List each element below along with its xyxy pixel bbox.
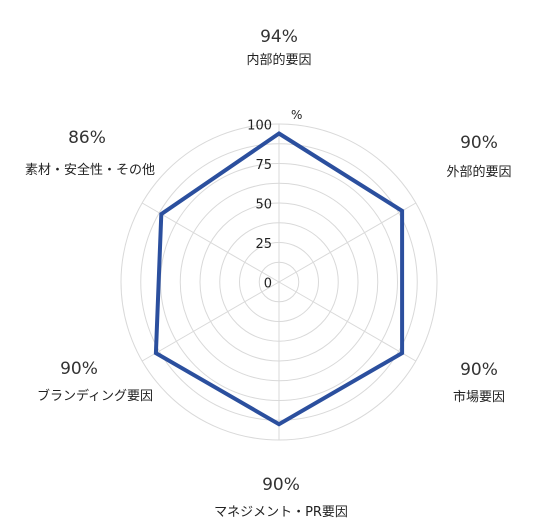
tick-label: 50	[255, 198, 272, 213]
value-label: 94%	[260, 27, 298, 47]
category-labels: 94% 内部的要因 90% 外部的要因 90% 市場要因 90% マネジメント・PR要因 90%…	[25, 27, 512, 520]
grid-spoke	[278, 202, 417, 283]
value-label: 90%	[60, 359, 98, 379]
radar-spokes	[141, 124, 417, 440]
unit-label: %	[291, 108, 302, 122]
category-label: マネジメント・PR要因	[214, 505, 348, 520]
radar-tick-labels: 0 25 50 75 100	[247, 119, 272, 292]
category-label: ブランディング要因	[37, 388, 153, 404]
category-label: 内部的要因	[246, 52, 311, 68]
tick-label: 75	[255, 158, 272, 173]
value-label: 90%	[460, 133, 498, 153]
grid-spoke	[278, 281, 417, 362]
tick-label: 0	[264, 277, 272, 292]
series-polygon	[153, 131, 405, 427]
category-label: 市場要因	[453, 389, 505, 405]
category-label: 素材・安全性・その他	[25, 162, 155, 178]
value-label: 86%	[68, 128, 106, 148]
value-label: 90%	[460, 360, 498, 380]
tick-label: 25	[255, 237, 272, 252]
value-label: 90%	[262, 475, 300, 495]
category-label: 外部的要因	[446, 164, 511, 180]
radar-series	[153, 131, 405, 427]
grid-spoke	[141, 202, 280, 283]
tick-label: 100	[247, 119, 272, 134]
grid-spoke	[141, 281, 280, 362]
